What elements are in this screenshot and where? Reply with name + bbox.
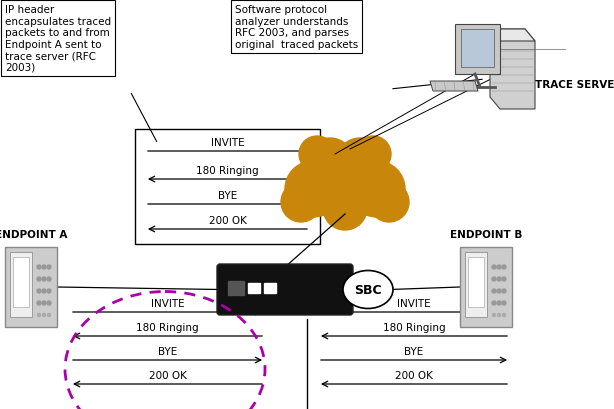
Circle shape — [299, 137, 335, 173]
Circle shape — [47, 289, 51, 293]
Text: 200 OK: 200 OK — [209, 216, 246, 225]
Text: 200 OK: 200 OK — [395, 370, 433, 380]
Circle shape — [492, 289, 496, 293]
Text: ENDPOINT B: ENDPOINT B — [450, 229, 522, 239]
Polygon shape — [430, 82, 478, 92]
Circle shape — [281, 182, 321, 222]
Circle shape — [37, 277, 41, 281]
Circle shape — [369, 182, 409, 222]
Text: Software protocol
analyzer understands
RFC 2003, and parses
original  traced pac: Software protocol analyzer understands R… — [235, 5, 358, 49]
Text: SBC: SBC — [354, 283, 382, 296]
Text: BYE: BYE — [218, 191, 237, 200]
Circle shape — [42, 301, 46, 305]
Ellipse shape — [343, 271, 393, 309]
Polygon shape — [455, 25, 500, 75]
Circle shape — [306, 139, 354, 187]
Text: TRACE SERVER: TRACE SERVER — [535, 80, 614, 90]
FancyBboxPatch shape — [13, 257, 29, 307]
Text: BYE: BYE — [405, 346, 424, 356]
Circle shape — [47, 265, 51, 270]
FancyBboxPatch shape — [468, 257, 484, 307]
FancyBboxPatch shape — [5, 247, 57, 327]
Text: INVITE: INVITE — [397, 298, 431, 308]
Text: 180 Ringing: 180 Ringing — [136, 322, 199, 332]
Bar — [264, 283, 276, 293]
Circle shape — [492, 314, 495, 317]
Text: 200 OK: 200 OK — [149, 370, 187, 380]
Circle shape — [37, 314, 41, 317]
Circle shape — [355, 137, 391, 173]
Circle shape — [285, 162, 341, 218]
Circle shape — [37, 301, 41, 305]
Text: 180 Ringing: 180 Ringing — [196, 166, 259, 175]
Polygon shape — [490, 30, 535, 110]
Circle shape — [502, 289, 506, 293]
Circle shape — [497, 265, 501, 270]
Circle shape — [492, 301, 496, 305]
Text: 180 Ringing: 180 Ringing — [383, 322, 445, 332]
Circle shape — [497, 289, 501, 293]
Circle shape — [502, 301, 506, 305]
Circle shape — [47, 314, 50, 317]
Circle shape — [497, 314, 500, 317]
Text: ENDPOINT A: ENDPOINT A — [0, 229, 67, 239]
FancyBboxPatch shape — [135, 130, 320, 245]
Polygon shape — [461, 30, 494, 68]
Circle shape — [349, 162, 405, 218]
Circle shape — [37, 265, 41, 270]
Circle shape — [336, 139, 384, 187]
Bar — [248, 283, 260, 293]
Circle shape — [47, 301, 51, 305]
FancyBboxPatch shape — [217, 264, 353, 315]
Text: IP header
encapsulates traced
packets to and from
Endpoint A sent to
trace serve: IP header encapsulates traced packets to… — [5, 5, 111, 73]
Polygon shape — [490, 30, 535, 42]
Circle shape — [307, 147, 383, 222]
Circle shape — [42, 314, 45, 317]
Text: INVITE: INVITE — [150, 298, 184, 308]
FancyBboxPatch shape — [465, 252, 487, 317]
FancyBboxPatch shape — [10, 252, 32, 317]
Circle shape — [497, 301, 501, 305]
Circle shape — [497, 277, 501, 281]
Bar — [228, 281, 244, 295]
Circle shape — [502, 314, 505, 317]
Circle shape — [42, 265, 46, 270]
Circle shape — [42, 289, 46, 293]
Circle shape — [502, 265, 506, 270]
Text: INVITE: INVITE — [211, 138, 244, 148]
Text: BYE: BYE — [158, 346, 177, 356]
Circle shape — [42, 277, 46, 281]
Circle shape — [47, 277, 51, 281]
Circle shape — [492, 265, 496, 270]
Circle shape — [502, 277, 506, 281]
Circle shape — [323, 187, 367, 230]
FancyBboxPatch shape — [460, 247, 512, 327]
Circle shape — [492, 277, 496, 281]
Circle shape — [37, 289, 41, 293]
